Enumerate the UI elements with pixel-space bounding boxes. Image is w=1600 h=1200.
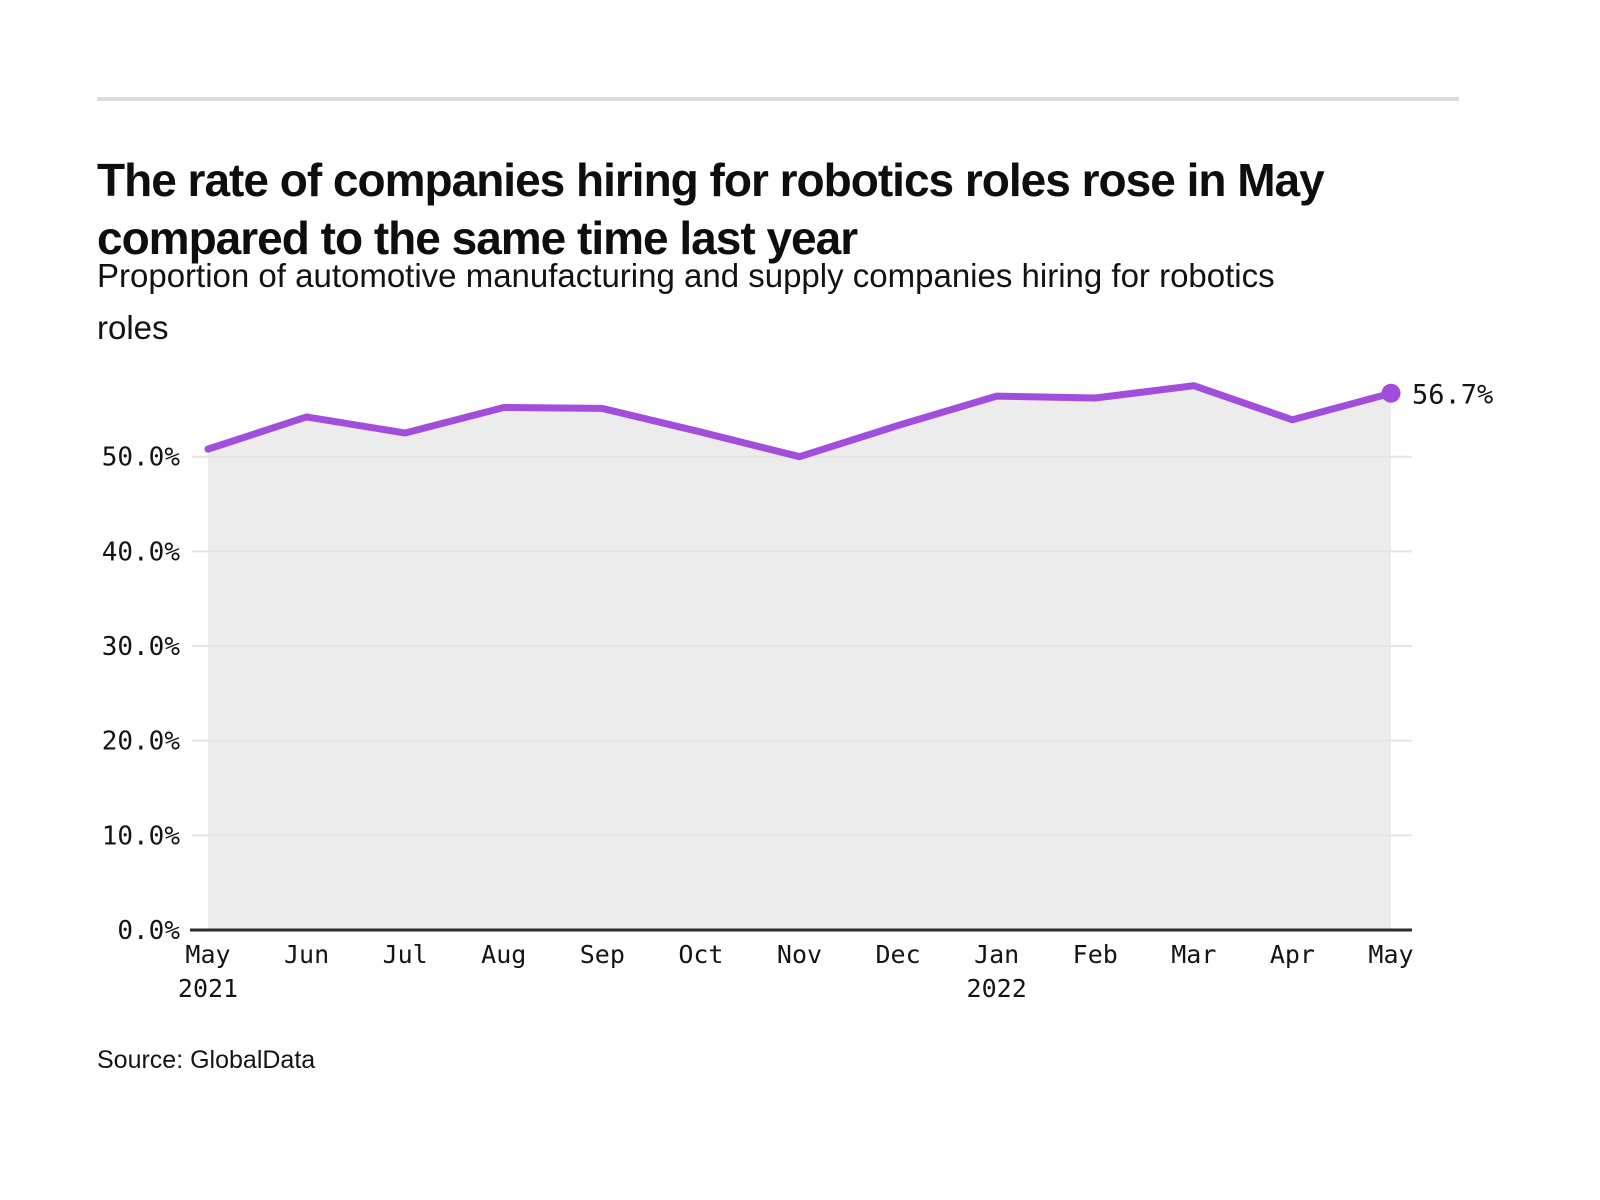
x-tick-label: Jan <box>974 940 1019 969</box>
x-tick-label: Dec <box>876 940 921 969</box>
x-tick-label: May <box>1368 940 1413 969</box>
x-tick-label: Mar <box>1171 940 1216 969</box>
x-tick-label: Jul <box>383 940 428 969</box>
x-tick-label: Jun <box>284 940 329 969</box>
x-tick-year-label: 2021 <box>178 974 238 1003</box>
data-line <box>204 382 1395 461</box>
x-tick-label: Nov <box>777 940 822 969</box>
last-value-label: 56.7% <box>1412 379 1493 410</box>
x-tick-label: May <box>185 940 230 969</box>
x-tick-label: Apr <box>1270 940 1315 969</box>
area-fill <box>208 385 1391 931</box>
y-tick-label: 40.0% <box>102 537 181 567</box>
x-tick-label: Aug <box>481 940 526 969</box>
y-tick-label: 20.0% <box>102 727 181 757</box>
x-tick-label: Feb <box>1073 940 1118 969</box>
y-tick-label: 30.0% <box>102 632 181 662</box>
last-point-marker <box>1381 383 1401 403</box>
line-chart: 0.0% 10.0% 20.0% 30.0% 40.0% 50.0% 56.7% May 202… <box>102 379 1494 1003</box>
y-tick-label: 10.0% <box>102 821 181 851</box>
x-tick-label: Sep <box>580 940 625 969</box>
y-tick-label: 0.0% <box>117 916 180 946</box>
x-tick-label: Oct <box>678 940 723 969</box>
y-tick-label: 50.0% <box>102 443 181 473</box>
chart-subtitle: Proportion of automotive manufacturing a… <box>97 257 1275 346</box>
source-attribution: Source: GlobalData <box>97 1046 316 1074</box>
top-separator-rule <box>97 97 1459 101</box>
chart-title: The rate of companies hiring for robotic… <box>97 153 1325 264</box>
x-tick-year-label: 2022 <box>967 974 1027 1003</box>
